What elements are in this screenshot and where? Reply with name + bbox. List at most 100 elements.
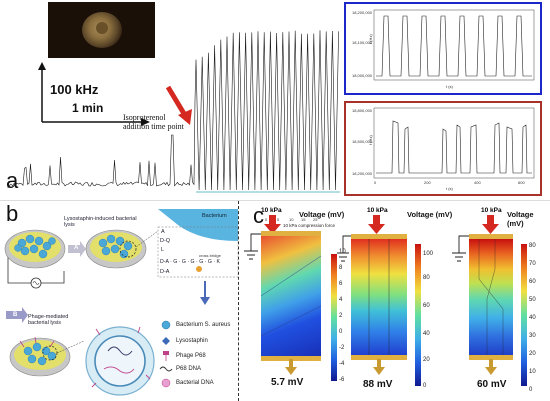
sim2-tick-3: 40 — [423, 331, 430, 337]
peptide-line-4: D-A · G · G · G · G · G · K — [160, 259, 220, 265]
simulation-3: 10 kPa 60 mV 80 70 60 50 40 30 20 10 0 — [443, 201, 550, 401]
sim2-bottom-electrode — [351, 355, 407, 360]
sim2-ground-wire — [337, 235, 351, 262]
sim2-colorbar — [415, 244, 421, 386]
sim3-tick-7: 10 — [529, 369, 536, 375]
sim2-tick-1: 80 — [423, 275, 430, 281]
sim1-body — [260, 236, 322, 356]
cardiomyocyte-photo — [48, 2, 155, 58]
step-a-label: A — [74, 245, 79, 251]
sim3-tick-2: 60 — [529, 279, 536, 285]
sim3-colorbar — [521, 244, 527, 386]
sim2-pressure-label: 10 kPa — [367, 207, 388, 214]
inset-bottom-ytick-top: 18,800,000 — [352, 108, 373, 113]
sim3-colorbar-ticks: 80 70 60 50 40 30 20 10 0 — [529, 241, 545, 393]
sim3-bottom-electrode — [469, 355, 513, 360]
inset-top-ytick-mid: 18,100,000 — [352, 40, 373, 45]
step-b-label: B — [13, 312, 18, 318]
sim3-voltage-label: Voltage (mV) — [507, 210, 534, 228]
inset-bottom-xlabel: t (s) — [446, 186, 453, 191]
scale-bar — [38, 62, 150, 126]
sim1-tick-4: 2 — [339, 313, 343, 319]
isoproterenol-annotation: Isoproterenol addition time point — [123, 113, 184, 131]
sim1-tick-6: -2 — [339, 345, 345, 351]
inset-top-xlabel: t (s) — [446, 84, 453, 89]
sim1-output-arrow — [285, 359, 297, 375]
panel-b: b Lysostaphin-induced bacterial lysis Ph… — [0, 201, 238, 401]
sim3-tick-4: 40 — [529, 315, 536, 321]
frequency-trace — [7, 30, 340, 193]
sim2-tick-4: 20 — [423, 357, 430, 363]
panel-c: c 10 kPa 10 kPa compression force 0 5 10… — [238, 201, 550, 401]
scale-time-label: 1 min — [72, 101, 104, 115]
sim3-pressure-arrow — [482, 215, 499, 234]
legend-bacterial-dna: Bacterial DNA — [176, 380, 214, 386]
sim1-tick-8: -6 — [339, 377, 345, 383]
inset-bottom: 18,800,000 18,500,000 18,200,000 0 200 4… — [344, 101, 542, 196]
sim1-pressure-arrow — [264, 215, 281, 234]
panel-a-letter: a — [6, 168, 19, 193]
inset-bottom-ytick-mid: 18,500,000 — [352, 139, 373, 144]
legend-phage: Phage P68 — [176, 353, 206, 359]
sim1-tick-7: -4 — [339, 361, 345, 367]
sim1-top-electrode — [261, 231, 321, 236]
sim3-result: 60 mV — [477, 379, 507, 390]
inset-top: 18,200,000 18,100,000 18,000,000 f (Hz) … — [344, 2, 542, 95]
sim3-tick-1: 70 — [529, 261, 536, 267]
sim3-top-electrode — [469, 234, 513, 239]
sim1-bottom-electrode — [261, 356, 321, 361]
sim2-voltage-label: Voltage (mV) — [407, 210, 453, 219]
cross-bridge-label: cross bridge — [199, 253, 221, 258]
sim3-tick-8: 0 — [529, 387, 533, 393]
sim3-tick-0: 80 — [529, 243, 536, 249]
inset-bottom-ylabel: f (Hz) — [368, 135, 373, 145]
sim1-top-tick-0: 0 — [265, 217, 268, 222]
inset-top-ytick-top: 18,200,000 — [352, 10, 373, 15]
sim3-body — [469, 239, 513, 355]
panel-a: a 100 kHz 1 min Isoproterenol addition t… — [0, 0, 550, 200]
sim1-tick-1: 8 — [339, 265, 343, 271]
scale-frequency-label: 100 kHz — [50, 82, 99, 97]
sim2-body — [351, 239, 407, 355]
peptide-line-1: A — [161, 229, 165, 235]
peptide-line-5: D-A — [160, 269, 170, 275]
inset-bottom-xtick-600: 600 — [518, 180, 525, 185]
inset-bottom-xtick-400: 400 — [474, 180, 481, 185]
red-arrow — [165, 85, 192, 125]
sim1-tick-2: 6 — [339, 281, 343, 287]
sim1-top-tick-25: 25 — [313, 217, 318, 222]
sim2-tick-5: 0 — [423, 383, 427, 389]
panel-c-letter: c — [253, 203, 264, 228]
sim2-tick-2: 60 — [423, 303, 430, 309]
peptide-line-3: L — [161, 247, 165, 253]
sim1-tick-0: 10 — [339, 249, 346, 255]
inset-top-ytick-bot: 18,000,000 — [352, 73, 373, 78]
sim1-top-tick-5: 5 — [277, 217, 280, 222]
inset-top-ylabel: f (Hz) — [368, 34, 373, 44]
inset-bottom-ytick-bot: 18,200,000 — [352, 171, 373, 176]
sim1-top-tick-15: 15 — [301, 217, 306, 222]
sim1-force-caption: 10 kPa compression force — [283, 223, 336, 228]
simulation-2: 10 kPa 88 mV 100 80 60 40 20 0 — [337, 201, 443, 401]
legend-phage-dna: P68 DNA — [176, 366, 202, 372]
inset-bottom-plot — [373, 107, 535, 179]
sim3-ground-wire — [452, 235, 469, 262]
sim1-colorbar — [331, 254, 337, 381]
sim2-pressure-arrow — [368, 215, 385, 234]
inset-bottom-xtick-200: 200 — [424, 180, 431, 185]
legend-bacterium: Bacterium S. aureus — [176, 322, 231, 328]
lysostaphin-caption: Lysostaphin-induced bacterial lysis — [64, 216, 137, 228]
bacterium-label: Bacterium — [202, 213, 227, 219]
panel-divider — [0, 200, 550, 201]
sim2-tick-0: 100 — [423, 251, 434, 257]
sim1-result: 5.7 mV — [271, 377, 304, 388]
sim1-pressure-label: 10 kPa — [261, 207, 282, 214]
legend-lysostaphin: Lysostaphin — [176, 338, 208, 344]
sim2-colorbar-ticks: 100 80 60 40 20 0 — [423, 243, 439, 393]
sim2-top-electrode — [351, 234, 407, 239]
sim1-tick-5: 0 — [339, 329, 343, 335]
simulation-1: 10 kPa 10 kPa compression force 0 5 10 1… — [239, 201, 349, 401]
inset-top-plot — [373, 9, 535, 81]
sim3-tick-6: 20 — [529, 351, 536, 357]
sim1-colorbar-ticks: 10 8 6 4 2 0 -2 -4 -6 — [339, 249, 353, 385]
